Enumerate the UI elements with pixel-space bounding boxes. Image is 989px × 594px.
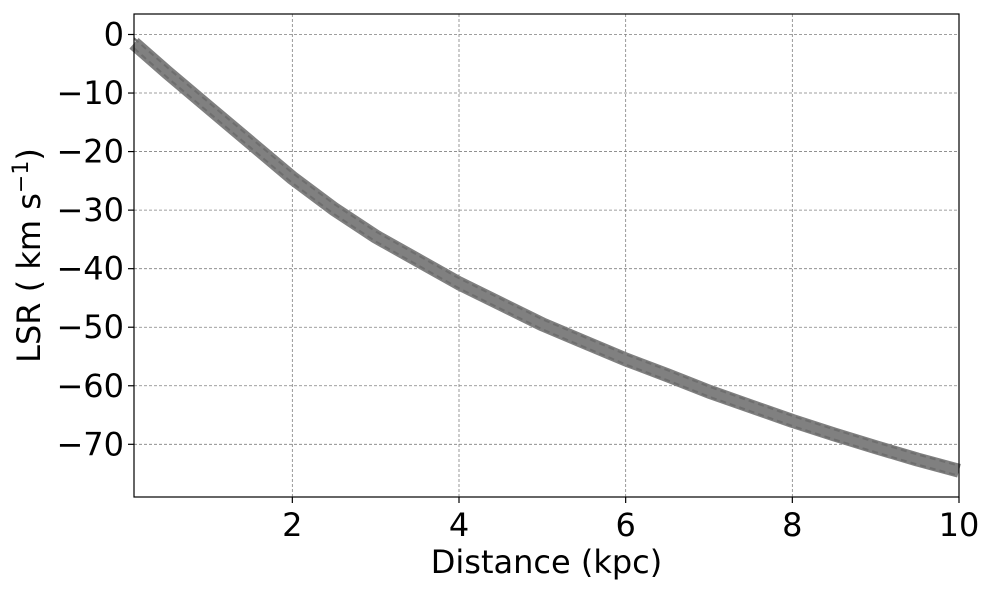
y-axis-label-suffix: ) <box>10 148 48 160</box>
x-axis-ticks: 2 4 6 8 10 <box>282 497 979 544</box>
y-tick-label: −20 <box>56 133 124 171</box>
y-tick-label: 0 <box>104 15 124 53</box>
y-tick-label: −70 <box>56 425 124 463</box>
y-axis-label-main: LSR ( km s <box>10 193 48 363</box>
series-dash-lower <box>133 47 960 477</box>
x-tick-label: 8 <box>782 506 802 544</box>
x-tick-label: 2 <box>282 506 302 544</box>
plot-frame <box>133 13 960 498</box>
y-tick-label: −30 <box>56 191 124 229</box>
y-tick-label: −60 <box>56 367 124 405</box>
x-tick-label: 6 <box>615 506 635 544</box>
grid <box>134 14 960 497</box>
y-axis-label: LSR ( km s−1) <box>9 148 48 363</box>
y-tick-label: −50 <box>56 308 124 346</box>
x-axis-label: Distance (kpc) <box>431 543 663 581</box>
series-dash-upper <box>133 37 960 467</box>
y-tick-label: −40 <box>56 250 124 288</box>
x-tick-label: 10 <box>939 506 980 544</box>
series-band <box>129 38 961 478</box>
series-layer <box>129 37 961 478</box>
y-axis-label-superscript: −1 <box>9 161 34 193</box>
y-tick-label: −10 <box>56 74 124 112</box>
y-axis-ticks: 0 −10 −20 −30 −40 −50 −60 −70 <box>56 15 134 463</box>
x-tick-label: 4 <box>449 506 469 544</box>
